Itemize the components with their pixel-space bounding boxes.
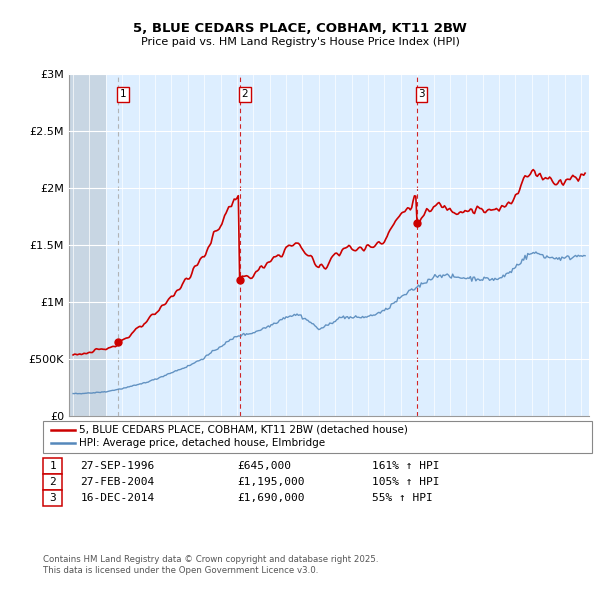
Text: 27-SEP-1996: 27-SEP-1996	[80, 461, 155, 471]
Text: 105% ↑ HPI: 105% ↑ HPI	[372, 477, 439, 487]
Text: £1,195,000: £1,195,000	[237, 477, 305, 487]
Text: Price paid vs. HM Land Registry's House Price Index (HPI): Price paid vs. HM Land Registry's House …	[140, 37, 460, 47]
Text: 2: 2	[49, 477, 56, 487]
Text: 27-FEB-2004: 27-FEB-2004	[80, 477, 155, 487]
Text: 55% ↑ HPI: 55% ↑ HPI	[372, 493, 433, 503]
Text: 2: 2	[241, 89, 248, 99]
Text: 3: 3	[418, 89, 425, 99]
Text: £1,690,000: £1,690,000	[237, 493, 305, 503]
Text: 3: 3	[49, 493, 56, 503]
Text: 1: 1	[120, 89, 127, 99]
Text: 1: 1	[49, 461, 56, 471]
Text: HPI: Average price, detached house, Elmbridge: HPI: Average price, detached house, Elmb…	[79, 438, 325, 448]
Bar	[65, 74, 106, 416]
Text: Contains HM Land Registry data © Crown copyright and database right 2025.
This d: Contains HM Land Registry data © Crown c…	[43, 555, 379, 575]
Text: 5, BLUE CEDARS PLACE, COBHAM, KT11 2BW (detached house): 5, BLUE CEDARS PLACE, COBHAM, KT11 2BW (…	[79, 425, 408, 434]
Text: £645,000: £645,000	[237, 461, 291, 471]
Text: 161% ↑ HPI: 161% ↑ HPI	[372, 461, 439, 471]
Text: 5, BLUE CEDARS PLACE, COBHAM, KT11 2BW: 5, BLUE CEDARS PLACE, COBHAM, KT11 2BW	[133, 22, 467, 35]
Text: 16-DEC-2014: 16-DEC-2014	[80, 493, 155, 503]
